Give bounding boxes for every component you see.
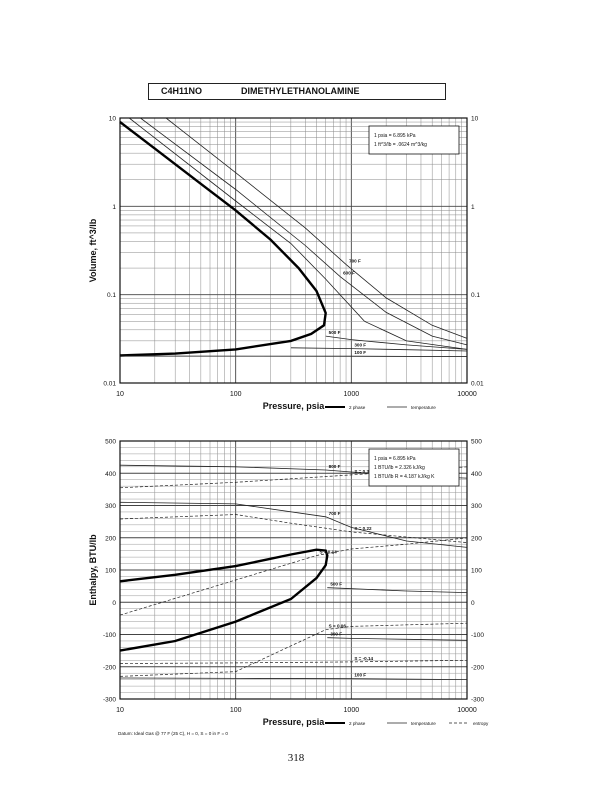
series-temperature-line	[119, 677, 468, 680]
y-tick-label-left: 10	[109, 116, 117, 123]
y-tick-label-left: 0	[112, 600, 116, 607]
series-entropy-line	[119, 514, 468, 543]
y-tick-label-left: -300	[103, 697, 116, 704]
series-temperature-line	[119, 501, 468, 548]
series-label: 100 F	[354, 673, 366, 678]
y-tick-label-left: 500	[105, 439, 116, 446]
chemical-name: DIMETHYLETHANOLAMINE	[241, 86, 360, 96]
series-two_phase-line	[119, 121, 327, 357]
x-tick-label: 10000	[457, 391, 477, 398]
series-label: S = 0.22	[354, 526, 372, 531]
series-temperature-line	[128, 117, 468, 350]
series-temperature-line	[165, 117, 468, 339]
series-temperature-line	[140, 117, 468, 346]
x-tick-label: 100	[230, 707, 242, 714]
series-entropy-line	[119, 466, 468, 489]
chart-panel-1: 10 100 1000 10000 0.01 0.01 0.1 0.1 1 1 10 10 Pressu…	[88, 116, 484, 412]
y-tick-label-left: -200	[103, 664, 116, 671]
y-tick-label-right: -200	[471, 664, 484, 671]
series-temperature-line	[327, 637, 468, 641]
title-box: C4H11NO DIMETHYLETHANOLAMINE	[148, 83, 446, 100]
series-label: 100 F	[354, 350, 366, 355]
note-text: 1 BTU/lb R = 4.187 kJ/kg K	[374, 474, 435, 480]
y-tick-label-left: 0.01	[103, 381, 116, 388]
y-tick-label-left: 200	[105, 535, 116, 542]
series-label: S = 0.06	[329, 624, 347, 629]
legend-label-two_phase: 2 phase	[349, 721, 366, 726]
series-label: 700 F	[349, 258, 361, 263]
series-label: S = 0.30	[354, 469, 372, 474]
series-label: 800 F	[329, 464, 341, 469]
y-axis-label: Enthalpy, BTU/lb	[88, 534, 98, 606]
y-tick-label-right: -300	[471, 697, 484, 704]
series-label: 600 F	[343, 271, 355, 276]
series-entropy-line	[119, 659, 468, 664]
series-temperature-line	[119, 355, 468, 357]
y-tick-label-right: 0.1	[471, 292, 480, 299]
series-label: 700 F	[329, 511, 341, 516]
plot-frame	[119, 440, 468, 700]
chart-panel-2: 10 100 1000 10000 -300 -300 -200 -200 -100 -100 0 0…	[88, 439, 489, 737]
x-tick-label: 1000	[344, 391, 360, 398]
chemical-formula: C4H11NO	[161, 86, 203, 96]
datum-footnote: Datum: Ideal Gas @ 77 F (25 C), H = 0, S…	[118, 731, 228, 736]
series-entropy-line	[119, 622, 468, 677]
notes-box	[368, 125, 460, 155]
series-temperature-line	[290, 347, 468, 352]
x-tick-label: 100	[230, 391, 242, 398]
notes-box	[368, 448, 460, 487]
y-tick-label-right: 200	[471, 535, 482, 542]
x-tick-label: 10000	[457, 707, 477, 714]
page-number: 318	[287, 752, 305, 764]
note-text: 1 BTU/lb = 2.326 kJ/kg	[374, 465, 425, 471]
y-tick-label-left: 300	[105, 503, 116, 510]
y-tick-label-right: 0	[471, 600, 475, 607]
y-tick-label-right: 400	[471, 471, 482, 478]
legend-label-temperature: temperature	[411, 721, 436, 726]
series-temperature-line	[325, 335, 468, 350]
x-axis-label: Pressure, psia	[263, 717, 326, 727]
series-two_phase-line	[119, 548, 329, 652]
legend-label-temperature: temperature	[411, 405, 436, 410]
y-tick-label-right: 100	[471, 568, 482, 575]
x-axis-label: Pressure, psia	[263, 401, 326, 411]
series-label: 500 F	[330, 582, 342, 587]
note-text: 1 psia = 6.895 kPa	[374, 133, 416, 139]
series-temperature-line	[327, 587, 468, 593]
legend-label-two_phase: 2 phase	[349, 405, 366, 410]
note-text: 1 psia = 6.895 kPa	[374, 456, 416, 462]
note-text: 1 ft^3/lb = .0624 m^3/kg	[374, 142, 427, 148]
y-tick-label-right: 10	[471, 116, 479, 123]
series-label: 300 F	[354, 343, 366, 348]
legend-label-entropy: entropy	[473, 721, 489, 726]
y-tick-label-right: -100	[471, 632, 484, 639]
x-tick-label: 1000	[344, 707, 360, 714]
series-label: S = 0.14	[320, 549, 338, 554]
y-tick-label-left: 100	[105, 568, 116, 575]
y-axis-label: Volume, ft^3/lb	[88, 218, 98, 282]
plot-frame	[119, 117, 468, 384]
series-label: 300 F	[330, 632, 342, 637]
x-tick-label: 10	[116, 707, 124, 714]
y-tick-label-right: 0.01	[471, 381, 484, 388]
y-tick-label-right: 1	[471, 204, 475, 211]
y-tick-label-left: 0.1	[107, 292, 116, 299]
y-tick-label-left: 400	[105, 471, 116, 478]
x-tick-label: 10	[116, 391, 124, 398]
y-tick-label-left: 1	[112, 204, 116, 211]
y-tick-label-left: -100	[103, 632, 116, 639]
series-entropy-line	[119, 537, 468, 616]
y-tick-label-right: 300	[471, 503, 482, 510]
series-label: 500 F	[329, 330, 341, 335]
series-label: S = -0.14	[354, 656, 373, 661]
y-tick-label-right: 500	[471, 439, 482, 446]
